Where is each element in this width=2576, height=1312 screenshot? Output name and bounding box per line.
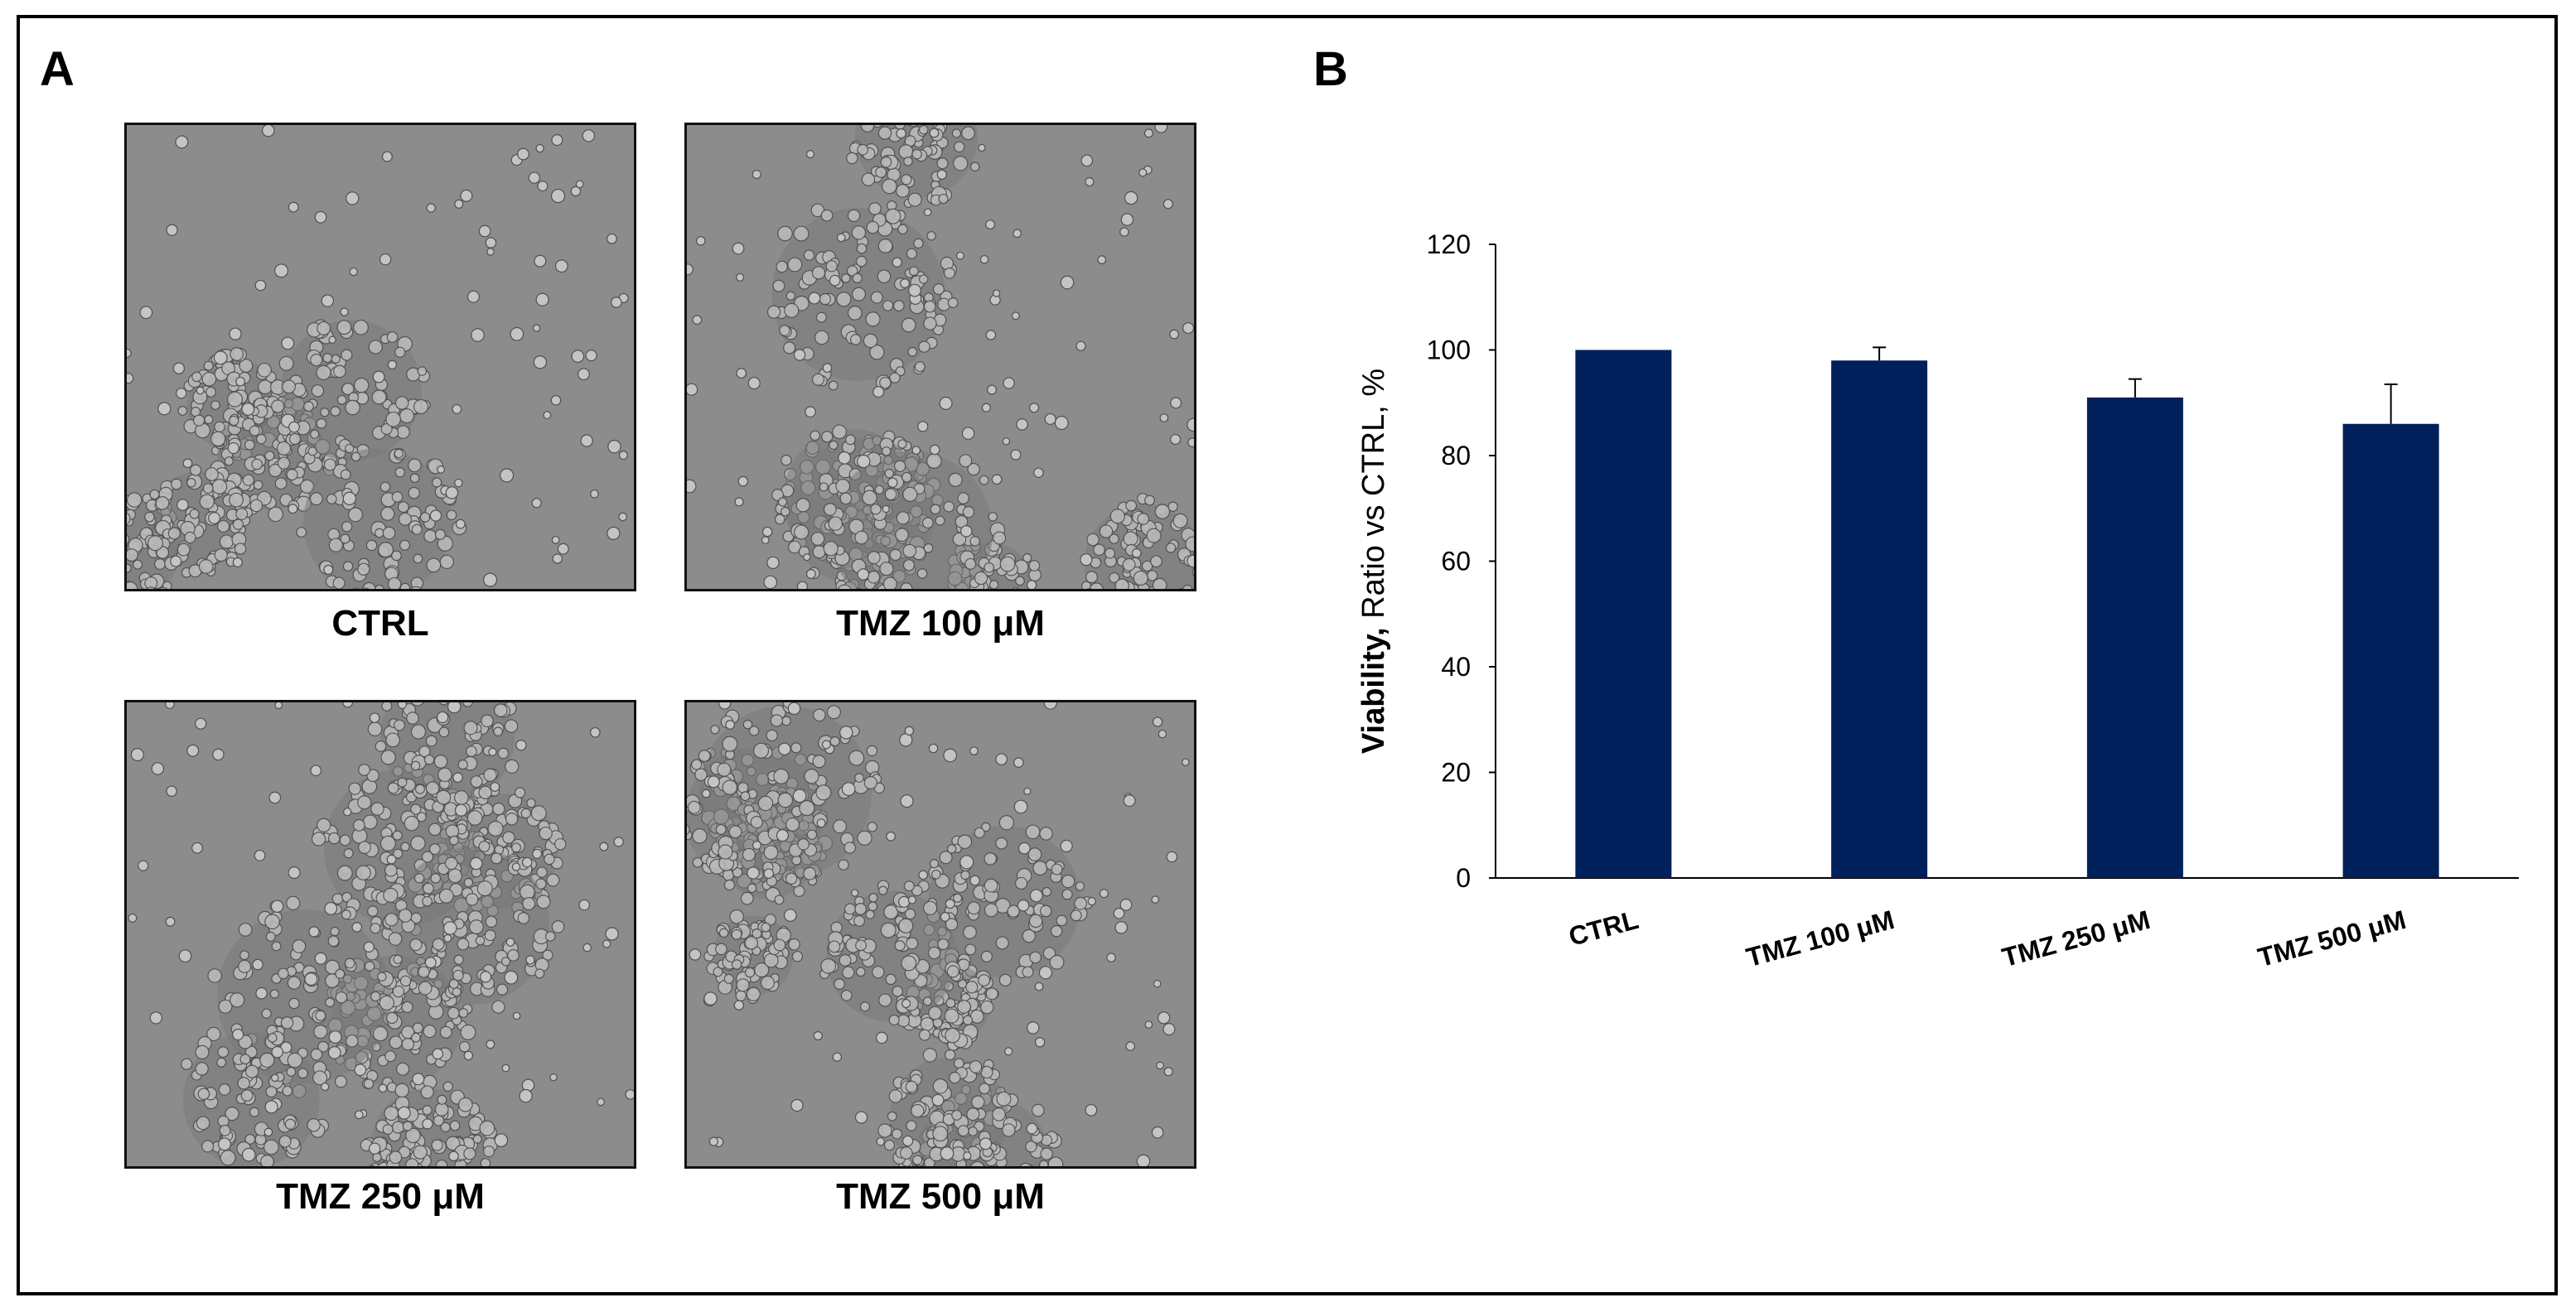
- x-tick-label-2: TMZ 250 μM: [1998, 904, 2153, 972]
- panel-a-label: A: [40, 42, 75, 96]
- micrograph-label-tmz100: TMZ 100 μM: [836, 603, 1045, 644]
- y-tick-label: 60: [1441, 547, 1471, 576]
- bar-3: [2342, 423, 2439, 878]
- y-tick-label: 0: [1456, 863, 1471, 893]
- micrograph-label-tmz250: TMZ 250 μM: [276, 1176, 485, 1217]
- micrograph-tmz100: [684, 123, 1196, 591]
- bar-0: [1575, 350, 1672, 878]
- figure-frame: [17, 15, 2558, 1295]
- y-tick-label: 20: [1441, 758, 1471, 788]
- y-tick-label: 100: [1427, 335, 1471, 365]
- y-axis-label: Viability, Ratio vs CTRL, %: [1356, 369, 1391, 754]
- y-tick-label: 120: [1427, 229, 1471, 259]
- panel-b-label: B: [1313, 42, 1348, 96]
- y-tick-label: 80: [1441, 441, 1471, 470]
- micrograph-label-tmz500: TMZ 500 μM: [836, 1176, 1045, 1217]
- y-tick-label: 40: [1441, 652, 1471, 682]
- x-tick-label-1: TMZ 100 μM: [1743, 904, 1897, 972]
- viability-bar-chart: 0 20 40 60 80 100 120 Viability, Ratio vs CTRL,…: [1356, 229, 2519, 972]
- bar-1: [1831, 360, 1928, 878]
- micrograph-tmz500: [684, 700, 1196, 1169]
- x-tick-label-0: CTRL: [1565, 904, 1641, 952]
- micrograph-tmz250: [124, 700, 636, 1169]
- micrograph-label-ctrl: CTRL: [331, 603, 429, 644]
- bar-2: [2086, 397, 2183, 878]
- x-tick-label-3: TMZ 500 μM: [2255, 904, 2409, 972]
- micrograph-ctrl: [124, 123, 636, 591]
